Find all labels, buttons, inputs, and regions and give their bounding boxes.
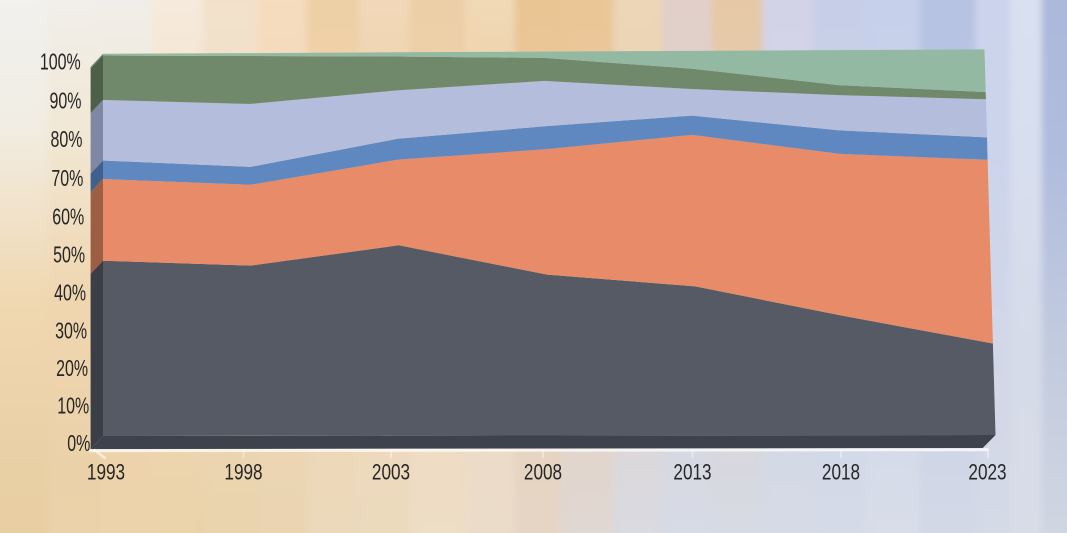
svg-text:70%: 70% [51,166,83,192]
svg-text:90%: 90% [50,88,82,114]
svg-text:2008: 2008 [524,461,562,486]
svg-text:2018: 2018 [822,461,860,486]
svg-text:60%: 60% [52,204,84,230]
svg-text:2023: 2023 [968,461,1006,486]
svg-text:1993: 1993 [87,461,125,486]
svg-text:100%: 100% [40,49,81,75]
svg-text:2003: 2003 [372,461,410,486]
svg-text:1998: 1998 [224,461,262,486]
svg-text:2013: 2013 [673,461,711,486]
svg-text:10%: 10% [57,394,89,420]
svg-text:80%: 80% [50,127,82,153]
svg-text:30%: 30% [55,319,87,345]
svg-text:20%: 20% [56,356,88,382]
svg-text:0%: 0% [67,431,90,457]
svg-text:50%: 50% [53,243,85,269]
svg-text:40%: 40% [54,281,86,307]
